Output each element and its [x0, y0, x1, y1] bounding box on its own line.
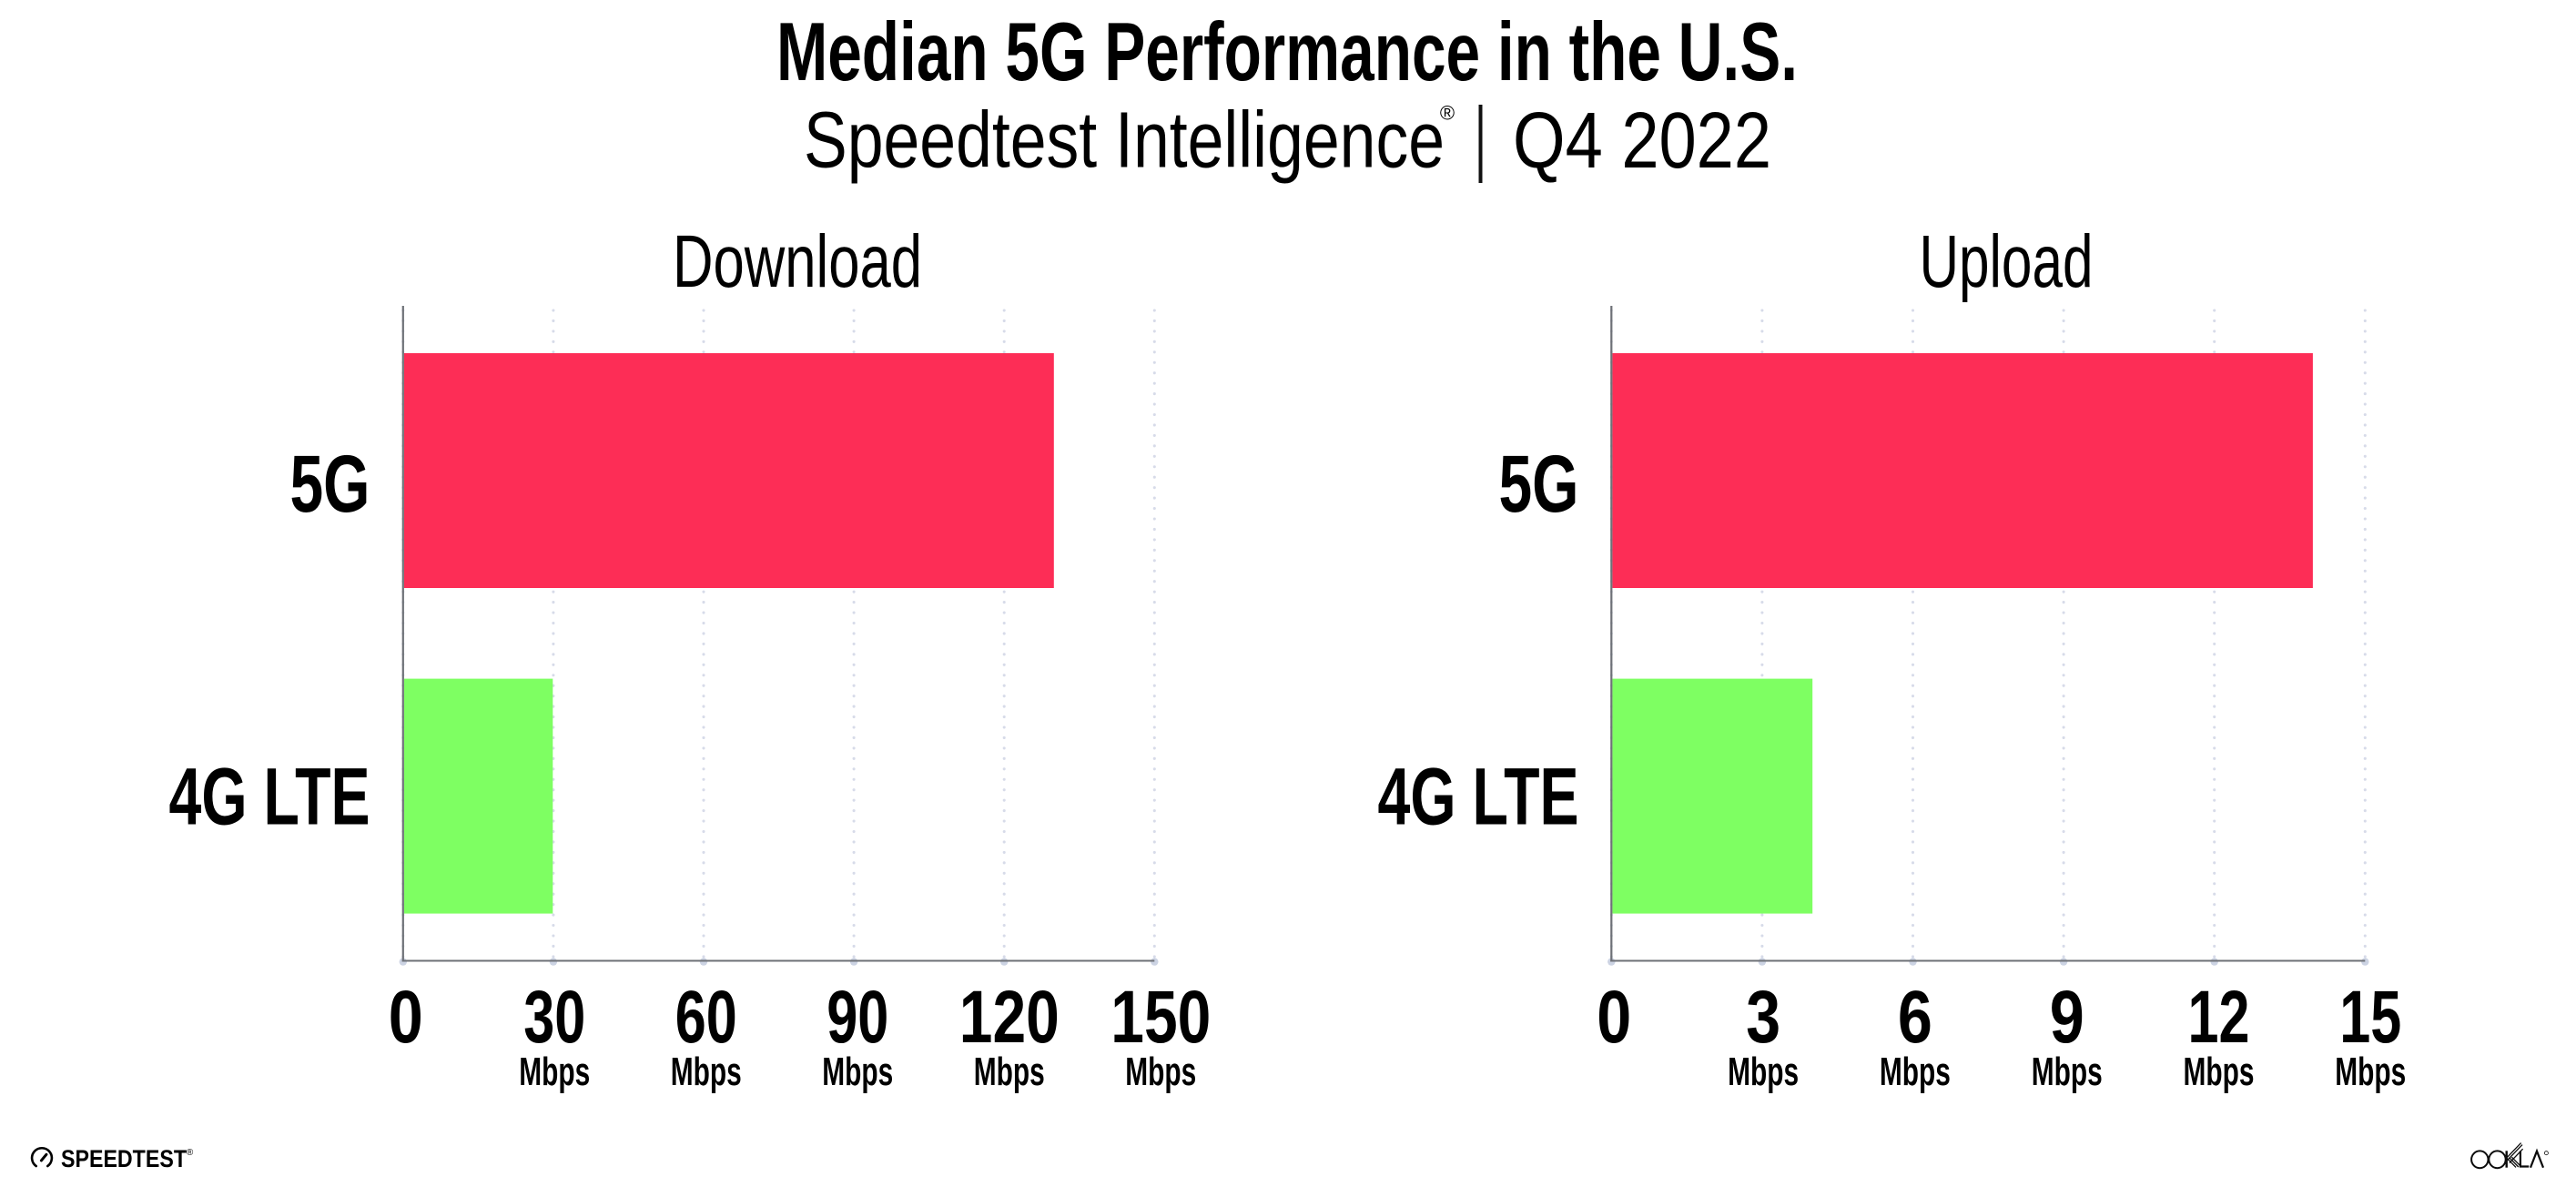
- svg-text:4G LTE: 4G LTE: [1378, 751, 1579, 842]
- svg-text:3: 3: [1746, 976, 1780, 1059]
- svg-text:Mbps: Mbps: [2032, 1050, 2103, 1094]
- svg-text:0: 0: [1597, 976, 1631, 1059]
- svg-text:Mbps: Mbps: [2335, 1050, 2406, 1094]
- svg-text:60: 60: [675, 976, 737, 1059]
- svg-text:150: 150: [1111, 976, 1211, 1059]
- svg-text:SPEEDTEST: SPEEDTEST: [61, 1145, 187, 1172]
- svg-text:120: 120: [959, 976, 1060, 1059]
- svg-text:12: 12: [2188, 976, 2250, 1059]
- svg-text:Upload: Upload: [1920, 220, 2094, 303]
- svg-text:Mbps: Mbps: [1125, 1050, 1196, 1094]
- svg-text:90: 90: [827, 976, 888, 1059]
- svg-text:6: 6: [1898, 976, 1932, 1059]
- svg-text:Mbps: Mbps: [2184, 1050, 2255, 1094]
- svg-text:®: ®: [187, 1148, 194, 1158]
- svg-text:Mbps: Mbps: [974, 1050, 1045, 1094]
- svg-text:Median 5G Performance in the U: Median 5G Performance in the U.S.: [776, 6, 1798, 98]
- svg-text:Speedtest Intelligence: Speedtest Intelligence: [804, 96, 1445, 185]
- svg-text:5G: 5G: [290, 438, 370, 529]
- svg-text:Mbps: Mbps: [822, 1050, 893, 1094]
- svg-text:Mbps: Mbps: [1880, 1050, 1951, 1094]
- svg-text:Mbps: Mbps: [1728, 1050, 1799, 1094]
- svg-text:30: 30: [523, 976, 585, 1059]
- svg-text:15: 15: [2339, 976, 2401, 1059]
- svg-text:9: 9: [2050, 976, 2084, 1059]
- svg-text:4G LTE: 4G LTE: [169, 751, 370, 842]
- svg-text:Mbps: Mbps: [671, 1050, 742, 1094]
- svg-text:Download: Download: [673, 220, 922, 303]
- svg-text:0: 0: [389, 976, 423, 1059]
- svg-text:®: ®: [1440, 102, 1455, 125]
- svg-text:Q4 2022: Q4 2022: [1513, 96, 1771, 185]
- svg-text:5G: 5G: [1499, 438, 1579, 529]
- svg-text:Mbps: Mbps: [519, 1050, 590, 1094]
